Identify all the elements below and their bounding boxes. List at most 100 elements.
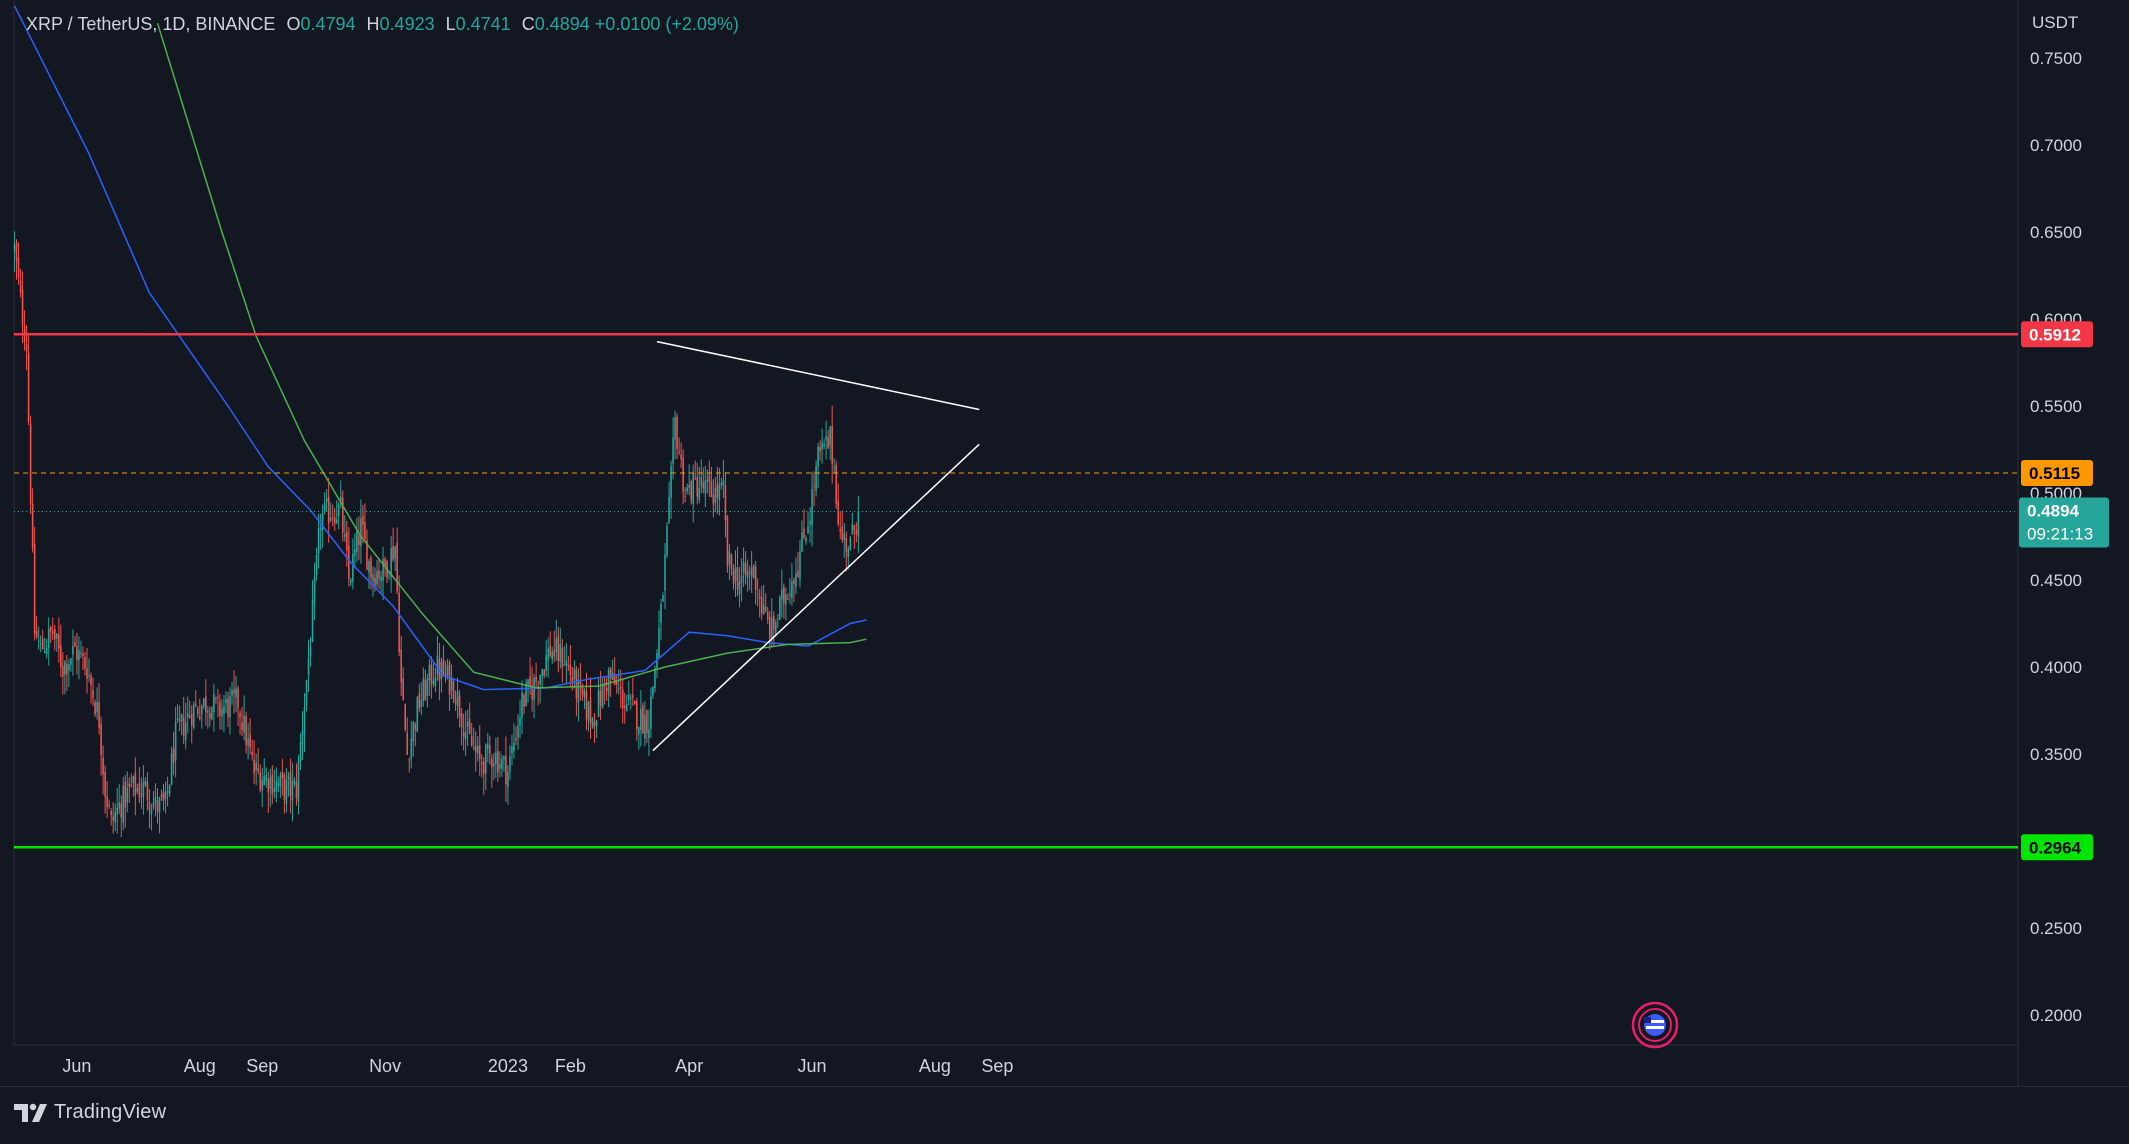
candle <box>722 459 725 498</box>
candle <box>680 442 682 468</box>
candle <box>853 524 856 549</box>
candle <box>682 449 684 504</box>
candle <box>277 776 280 793</box>
candle <box>243 695 245 741</box>
candle <box>480 754 483 778</box>
candle <box>205 679 207 726</box>
candle <box>174 706 177 778</box>
tradingview-brand: TradingView <box>54 1101 167 1123</box>
candle <box>323 492 326 515</box>
candle <box>47 617 50 666</box>
candle <box>700 459 703 494</box>
symbol-name[interactable]: XRP / TetherUS, 1D, BINANCE <box>26 14 276 34</box>
candle <box>317 513 320 569</box>
candle <box>285 767 288 813</box>
x-tick-label: Jun <box>798 1056 827 1076</box>
candle <box>533 674 535 719</box>
candle <box>482 757 485 795</box>
candle <box>758 588 761 618</box>
candle <box>186 696 189 734</box>
candle <box>233 670 235 714</box>
x-tick-label: Nov <box>369 1056 401 1076</box>
x-tick-label: Aug <box>919 1056 951 1076</box>
candle <box>781 569 783 618</box>
candle <box>136 783 139 794</box>
candle <box>346 520 348 567</box>
x-tick-label: 2023 <box>488 1056 528 1076</box>
candle <box>589 677 592 739</box>
candle <box>748 565 751 591</box>
candle <box>841 510 844 543</box>
candle <box>382 546 384 601</box>
candle <box>376 559 378 588</box>
candle <box>315 547 318 581</box>
candle <box>31 488 34 553</box>
candle <box>577 668 580 722</box>
candle <box>356 517 358 562</box>
candle <box>299 733 302 771</box>
candle <box>269 768 272 807</box>
candle <box>116 788 119 834</box>
candle <box>746 559 749 592</box>
candle <box>491 754 493 788</box>
candle <box>265 767 268 788</box>
tradingview-logo-icon <box>14 1103 47 1122</box>
candle <box>440 657 443 693</box>
candle <box>110 808 112 826</box>
candle <box>194 690 197 708</box>
candle <box>579 662 582 701</box>
candle <box>756 578 759 607</box>
candle <box>420 682 423 716</box>
candle <box>160 789 163 802</box>
trendline-ascending-lower[interactable] <box>652 443 980 752</box>
tradingview-logo[interactable]: TradingView <box>14 1101 166 1124</box>
events-icon[interactable] <box>1631 1001 1679 1049</box>
candle <box>793 577 795 603</box>
candle <box>857 496 860 554</box>
candle <box>583 688 586 709</box>
last-price-price-badge: 0.4894 09:21:13 <box>2019 497 2109 548</box>
candle <box>668 481 670 525</box>
candle <box>501 754 503 777</box>
candle <box>219 694 221 730</box>
candle <box>84 651 86 676</box>
candle <box>648 709 650 757</box>
candle <box>789 578 791 605</box>
candle <box>799 539 801 588</box>
candle <box>182 696 185 744</box>
candle <box>664 542 666 610</box>
candle <box>190 705 193 744</box>
candle <box>422 667 425 707</box>
candle <box>291 762 294 822</box>
candle <box>271 765 274 804</box>
candle <box>527 678 529 703</box>
candle <box>803 509 805 540</box>
candle <box>168 783 171 798</box>
last-price-price-label: 0.4894 <box>2027 501 2080 520</box>
trendlines-layer <box>652 340 980 752</box>
candle <box>509 745 511 780</box>
candle <box>132 775 135 797</box>
candle <box>489 735 491 765</box>
candle <box>754 560 757 605</box>
candle <box>164 781 167 814</box>
trendline-descending-upper[interactable] <box>656 340 980 411</box>
candle <box>303 693 306 752</box>
candle <box>267 771 270 813</box>
candle <box>525 678 527 707</box>
candle <box>752 564 755 579</box>
candle <box>313 562 316 620</box>
candle <box>215 696 217 704</box>
y-axis[interactable]: USDT0.75000.70000.65000.60000.55000.5000… <box>2019 13 2109 1025</box>
high-value: 0.4923 <box>379 14 435 34</box>
candle <box>227 691 229 728</box>
candle <box>114 803 116 832</box>
candle <box>180 713 183 736</box>
levels-layer <box>14 333 2018 849</box>
candle <box>162 783 165 811</box>
x-axis[interactable]: Jun Aug Sep Nov 2023 Feb Apr Jun Aug Sep <box>62 1056 1013 1076</box>
open-label: O <box>286 14 301 34</box>
candle <box>821 428 823 464</box>
